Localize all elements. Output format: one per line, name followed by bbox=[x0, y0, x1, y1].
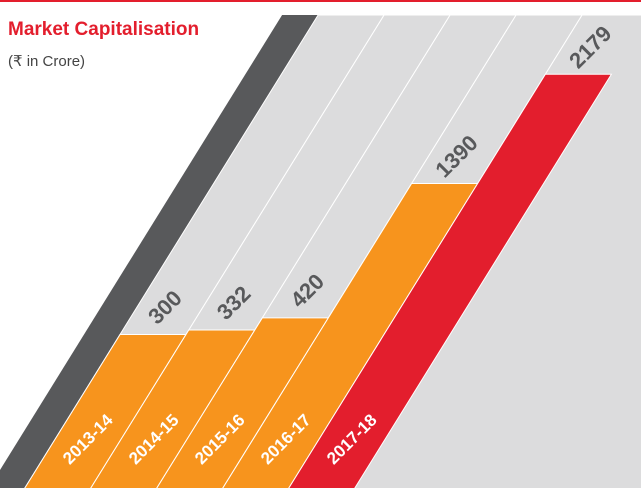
chart-title: Market Capitalisation bbox=[8, 19, 199, 40]
chart-subtitle: (₹ in Crore) bbox=[8, 53, 85, 70]
dark-stripe bbox=[0, 15, 319, 488]
top-rule bbox=[0, 0, 641, 2]
bar bbox=[288, 73, 613, 488]
plot: 3002013-143322014-154202015-1613902016-1… bbox=[0, 14, 641, 488]
